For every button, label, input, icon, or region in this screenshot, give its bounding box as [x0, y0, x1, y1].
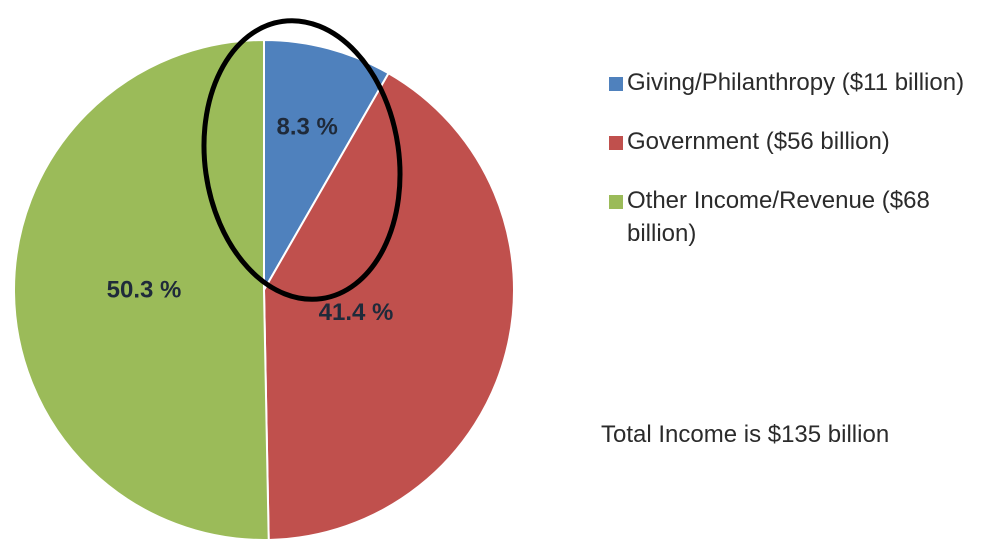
pie-slice-giving	[263, 38, 390, 294]
legend-label-government: Government ($56 billion)	[627, 128, 890, 155]
data-label-giving: 8.3 %	[276, 114, 337, 141]
legend-swatch-giving	[609, 77, 623, 91]
legend-swatch-other-income	[609, 195, 623, 209]
data-label-other-income: 50.3 %	[107, 276, 182, 303]
data-label-government: 41.4 %	[319, 299, 394, 326]
legend-label-other-income: Other Income/Revenue ($68 billion)	[627, 187, 930, 247]
legend-swatch-government	[609, 136, 623, 150]
legend-item-giving: Giving/Philanthropy ($11 billion)	[609, 66, 981, 99]
legend-item-other-income: Other Income/Revenue ($68 billion)	[609, 184, 981, 250]
pie-slices	[13, 38, 515, 541]
legend: Giving/Philanthropy ($11 billion) Govern…	[609, 66, 981, 276]
slice-labels: 8.3 % 41.4 % 50.3 %	[107, 114, 394, 326]
highlight-ellipse	[201, 18, 403, 302]
legend-label-giving: Giving/Philanthropy ($11 billion)	[627, 69, 965, 96]
legend-item-government: Government ($56 billion)	[609, 125, 981, 158]
total-income-note: Total Income is $135 billion	[601, 421, 890, 448]
pie-slice-government	[262, 71, 515, 541]
